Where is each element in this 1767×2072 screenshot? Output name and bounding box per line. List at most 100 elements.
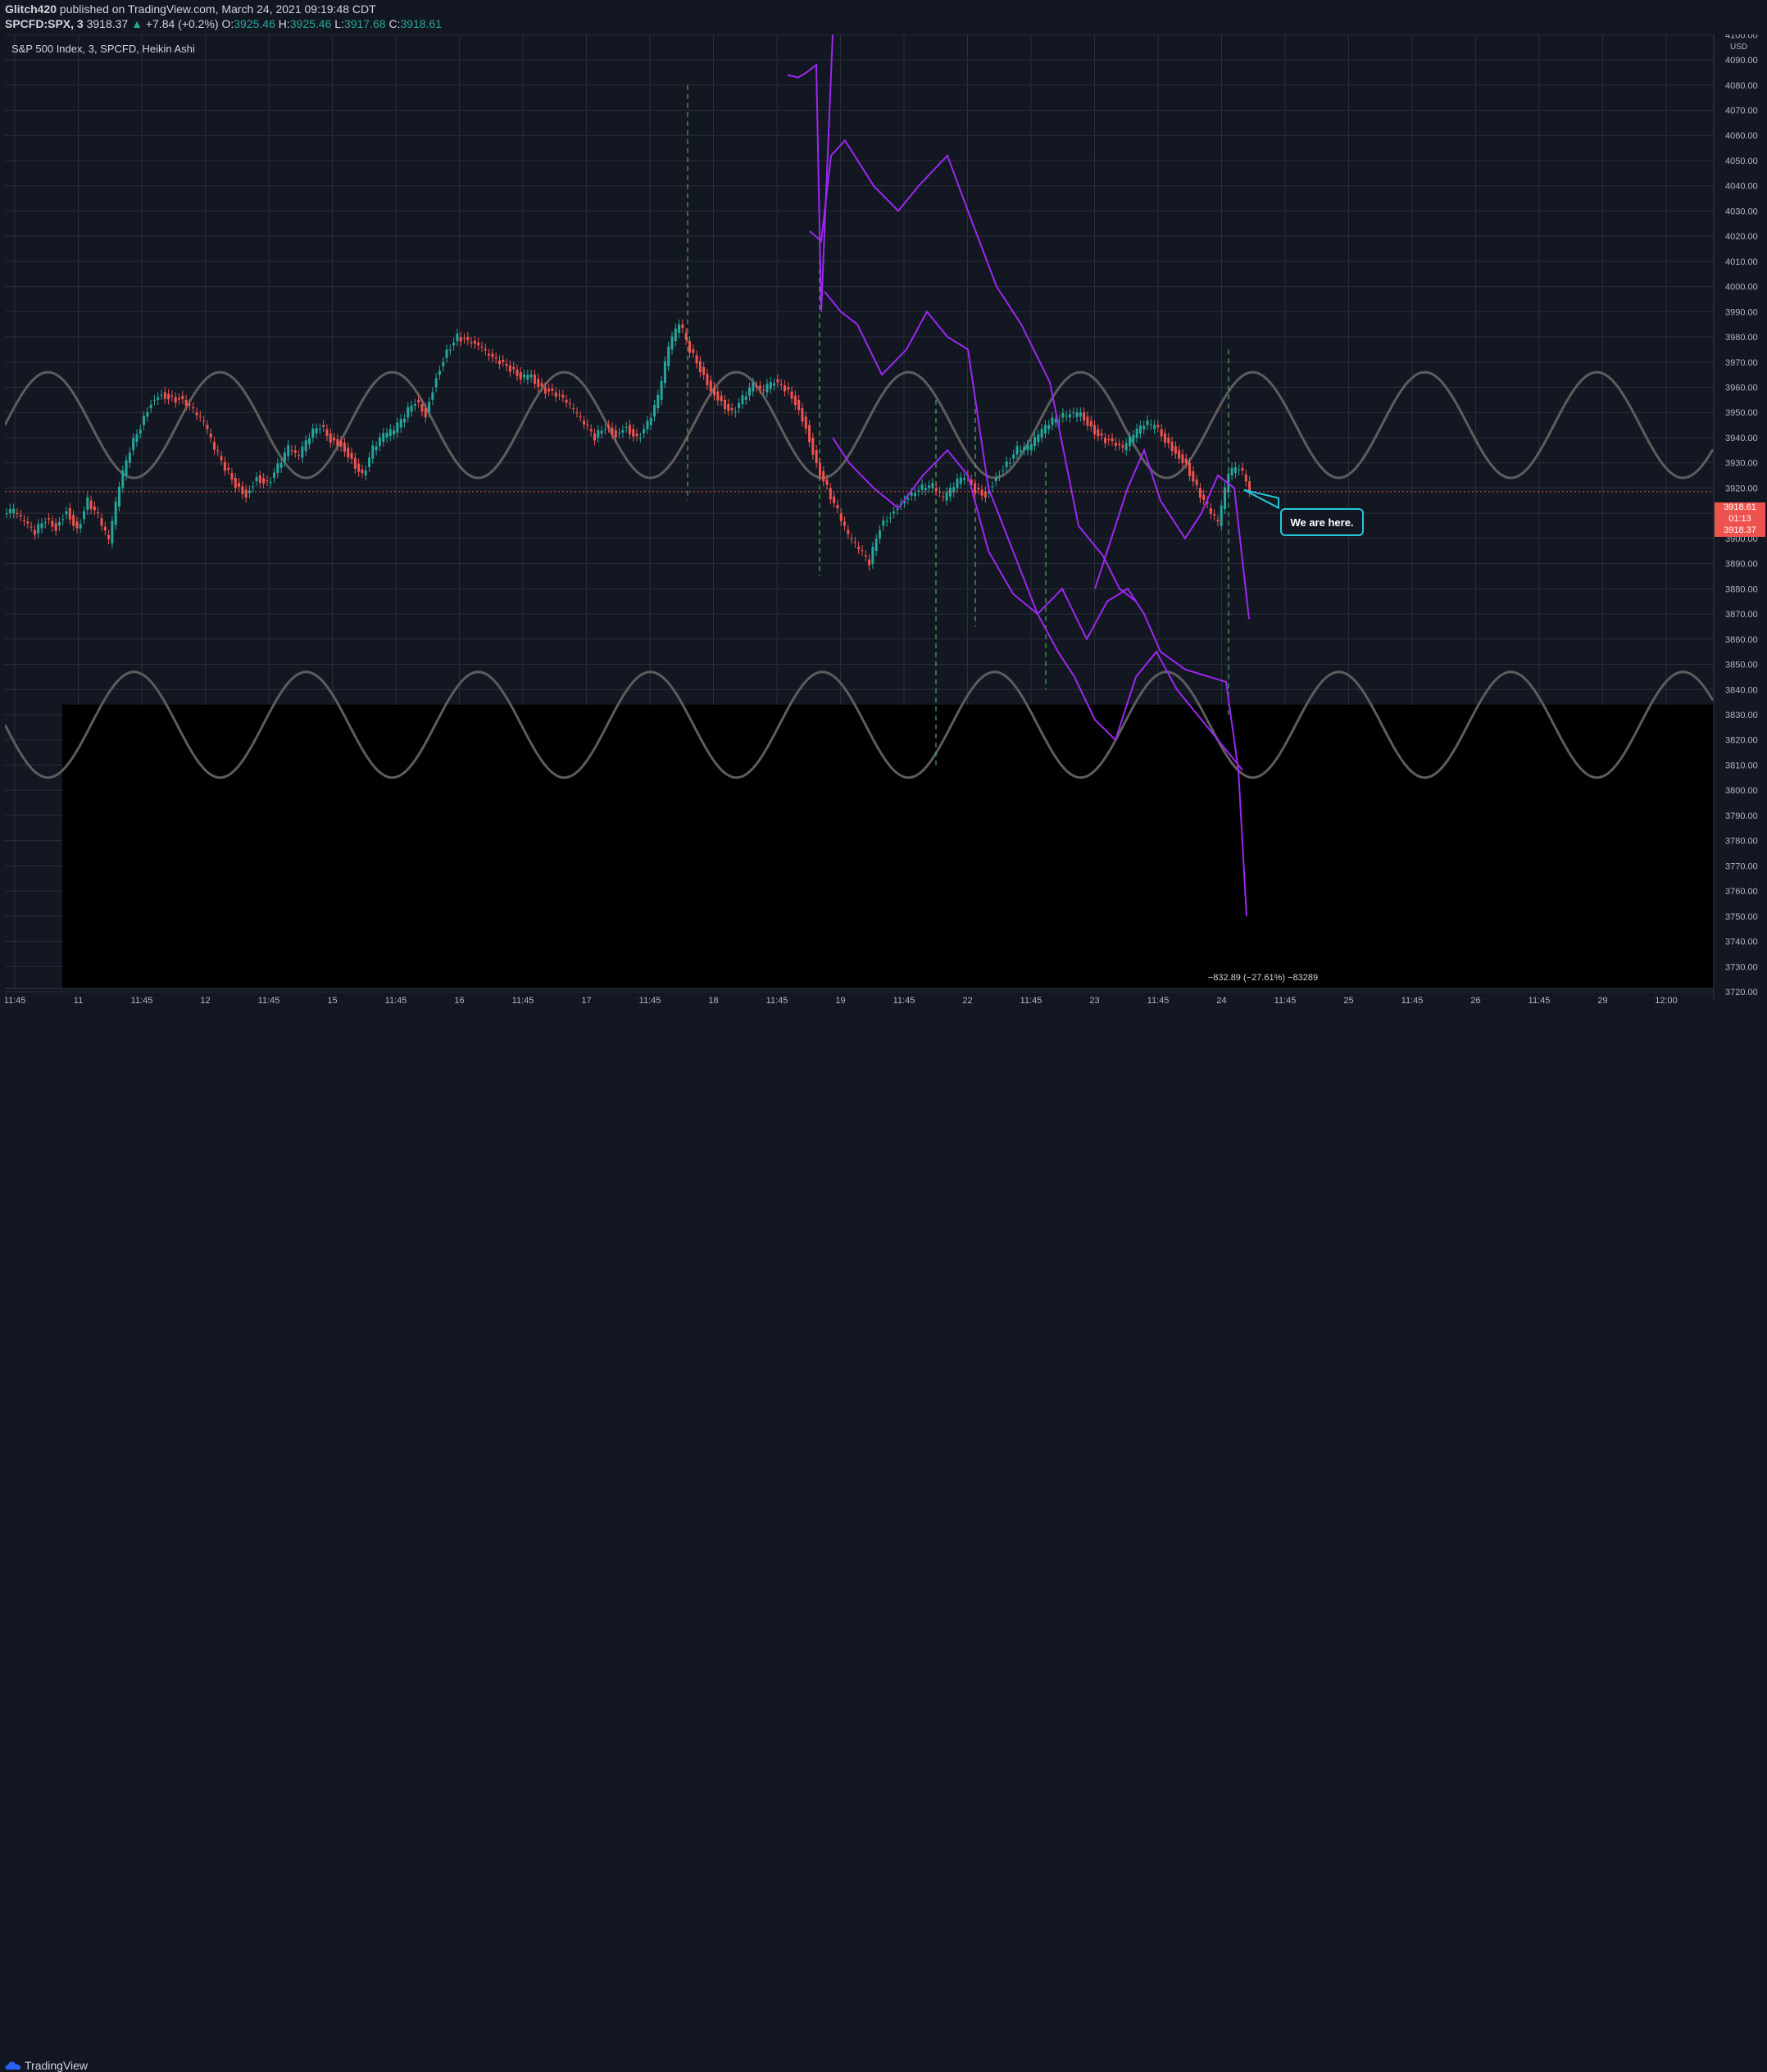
x-tick-label: 11:45 [1020,996,1042,1006]
candle-body [945,492,948,501]
candle-body [1061,412,1065,418]
candle-body [54,523,57,531]
candle-body [1132,434,1135,443]
change-value: +7.84 (+0.2%) [145,17,219,30]
candle-body [1043,425,1047,434]
candle-body [26,521,30,524]
candle-body [787,387,790,390]
projection-line-0 [787,34,834,312]
candle-body [896,509,899,511]
candle-body [797,399,801,411]
candle-body [1051,417,1054,425]
candle-body [146,411,149,417]
candle-body [692,349,695,353]
candle-body [72,515,75,526]
candle-body [1138,425,1142,434]
candle-body [269,482,272,484]
price-chart[interactable]: 4100.00 4090.00 4080.00 4070.00 4060.00 4050.… [5,34,1767,1006]
candle-body [512,366,516,370]
candle-body [893,511,896,514]
candle-body [382,433,385,443]
candle-body [393,430,396,434]
candle-body [83,511,86,520]
candle-body [1209,508,1212,514]
candle-body [804,416,807,429]
y-tick-label: 3820.00 [1725,736,1758,746]
candle-body [279,462,283,468]
candle-body [16,513,19,515]
candle-body [40,523,43,529]
author-name[interactable]: Glitch420 [5,2,57,16]
candle-body [681,324,684,329]
candle-body [497,360,501,365]
candle-body [336,439,339,446]
close-value: 3918.61 [400,17,443,30]
candle-body [494,357,497,359]
candle-body [593,433,596,441]
y-tick-label: 3860.00 [1725,635,1758,645]
candle-body [1002,470,1005,471]
candle-body [882,520,885,526]
candle-body [192,407,195,409]
candle-body [1163,433,1166,443]
candle-body [519,372,522,380]
candle-body [656,394,660,409]
candle-body [1103,437,1106,443]
candle-body [614,429,617,438]
y-tick-label: 3760.00 [1725,887,1758,897]
candle-body [357,463,361,472]
candle-body [431,392,434,400]
candle-body [420,403,424,411]
candle-body [924,488,927,491]
candle-body [1174,446,1177,454]
candle-body [68,508,71,520]
candle-body [565,399,568,403]
tradingview-logo[interactable]: TradingView [5,2059,88,2072]
y-tick-label: 4090.00 [1725,56,1758,66]
candle-body [396,422,399,433]
candle-body [1178,450,1181,459]
y-tick-label: 3780.00 [1725,837,1758,847]
publish-line: Glitch420 published on TradingView.com, … [5,2,376,16]
candle-body [1026,445,1029,451]
candle-body [143,416,146,425]
projection-line-1 [809,139,1137,602]
candle-body [266,480,269,482]
candle-body [470,342,473,343]
black-box-drawing [62,704,1714,988]
candle-body [917,490,920,492]
y-tick-label: 4010.00 [1725,257,1758,267]
candle-body [836,504,839,509]
y-tick-label: 4030.00 [1725,207,1758,216]
x-tick-label: 11:45 [5,996,25,1006]
candle-body [117,486,120,507]
candle-body [752,382,755,392]
candle-body [551,388,554,391]
chart-area[interactable]: 4100.00 4090.00 4080.00 4070.00 4060.00 4050.… [5,34,1767,1006]
candle-body [776,379,779,383]
candle-body [523,375,526,378]
y-tick-label: 3930.00 [1725,459,1758,469]
open-value: 3925.46 [234,17,275,30]
candle-body [748,387,752,396]
x-tick-label: 11:45 [1274,996,1297,1006]
y-tick-label: 3850.00 [1725,661,1758,670]
candle-body [667,346,670,366]
candle-body [1097,429,1100,437]
candle-body [618,432,621,434]
candle-body [885,520,888,522]
candle-body [991,486,994,488]
candle-body [868,559,871,566]
candle-body [1206,501,1209,504]
candle-body [93,506,96,511]
candle-body [526,375,529,380]
candle-body [1124,443,1128,451]
candle-body [491,353,494,357]
x-tick-label: 11:45 [639,996,661,1006]
callout-we-are-here[interactable]: We are here. [1280,508,1364,536]
published-text: published on TradingView.com, March 24, … [59,2,376,16]
candle-body [1233,467,1237,473]
candle-body [1083,412,1086,421]
candle-body [103,526,107,531]
tradingview-cloud-icon [5,2061,21,2070]
